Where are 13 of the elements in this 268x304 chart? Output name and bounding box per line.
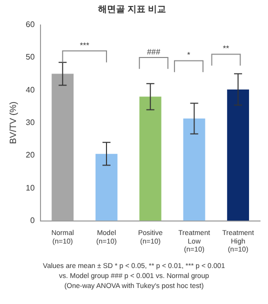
y-tick-label: 30 (26, 118, 36, 128)
y-axis-title: BV/TV (%) (8, 102, 18, 144)
annotation: ### (146, 47, 161, 56)
annotation: * (187, 50, 190, 60)
y-tick-label: 50 (26, 52, 36, 62)
y-tick-label: 60 (26, 20, 36, 30)
y-tick-label: 40 (26, 85, 36, 94)
y-tick-label: 10 (26, 183, 36, 192)
chart-title: 해면골 지표 비교 (98, 4, 166, 14)
annotation: ** (222, 44, 230, 54)
y-tick-label: 0 (30, 216, 36, 226)
y-tick-label: 20 (26, 150, 36, 160)
annotation: *** (80, 40, 90, 50)
